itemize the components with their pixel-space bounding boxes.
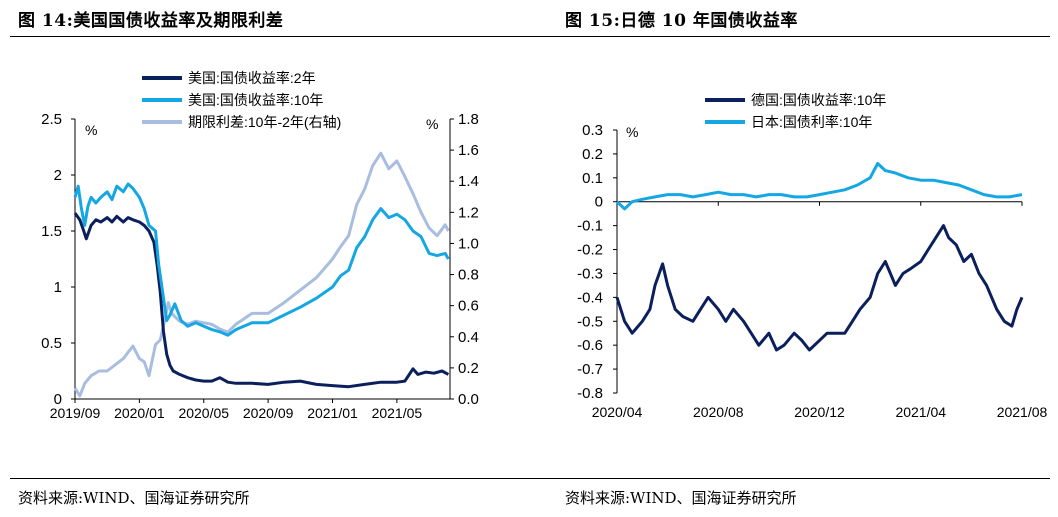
legend-label-1: 美国:国债收益率:2年	[188, 70, 316, 86]
y-tick-label: -0.1	[577, 218, 603, 235]
right-y-tick-label: 1.0	[458, 235, 479, 252]
x-tick-label: 2019/09	[50, 405, 101, 421]
left-y-tick-label: 0.5	[41, 335, 62, 352]
x-tick-label: 2021/08	[997, 404, 1048, 420]
series-line-1	[615, 224, 1024, 352]
unit-label: %	[626, 124, 638, 140]
right-y-tick-label: 1.4	[458, 173, 479, 190]
y-tick-label: -0.4	[577, 289, 603, 306]
left-y-tick-label: 1	[54, 279, 62, 296]
y-tick-label: 0	[595, 194, 603, 211]
y-tick-label: -0.8	[577, 385, 603, 402]
legend-label-2: 日本:国债利率:10年	[751, 114, 872, 130]
y-tick-label: -0.7	[577, 361, 603, 378]
us-yield-chart: 0 0.5 1 1.5 2 2.5 0.0 0.2 0.4 0.6 0.8 1.0 1.2 1.4 1.6 1…	[41, 70, 479, 421]
left-y-tick-label: 0	[54, 391, 62, 408]
right-y-tick-label: 0.8	[458, 267, 479, 284]
y-tick-label: -0.5	[577, 313, 603, 330]
right-chart-title: 图 15:日德 10 年国债收益率	[565, 11, 798, 31]
header-rule	[10, 36, 1050, 37]
right-y-tick-label: 0.4	[458, 329, 479, 346]
y-tick-label: -0.6	[577, 337, 603, 354]
footer-rule	[10, 478, 1050, 479]
left-y-tick-label: 2	[54, 167, 62, 184]
left-source-note: 资料来源:WIND、国海证券研究所	[18, 489, 250, 507]
x-tick-label: 2020/01	[114, 405, 165, 421]
series-line-2	[73, 182, 450, 337]
right-source-note: 资料来源:WIND、国海证券研究所	[565, 489, 797, 507]
legend-label-2: 美国:国债收益率:10年	[188, 92, 323, 108]
x-tick-label: 2020/09	[243, 405, 294, 421]
x-tick-label: 2020/12	[794, 404, 845, 420]
left-y-tick-label: 1.5	[41, 223, 62, 240]
left-axes: 0 0.5 1 1.5 2 2.5 0.0 0.2 0.4 0.6 0.8 1.0 1.2 1.4 1.6 1…	[41, 111, 479, 421]
y-tick-label: 0.3	[582, 122, 603, 139]
series-line-3	[73, 151, 450, 398]
series-line-2	[615, 162, 1023, 211]
jp-de-yield-chart: 0.3 0.2 0.1 0 -0.1 -0.2 -0.3 -0.4 -0.5 -0.6 -0.7 -0…	[577, 92, 1047, 420]
right-y-tick-label: 0.6	[458, 298, 479, 315]
right-unit-label: %	[426, 116, 438, 132]
legend-label-3: 期限利差:10年-2年(右轴)	[188, 114, 341, 130]
left-series	[73, 151, 450, 398]
x-tick-label: 2020/08	[693, 404, 744, 420]
right-y-tick-label: 0.0	[458, 391, 479, 408]
x-tick-label: 2021/05	[372, 405, 423, 421]
left-chart-title: 图 14:美国国债收益率及期限利差	[18, 11, 284, 31]
y-tick-label: -0.3	[577, 265, 603, 282]
x-tick-label: 2020/04	[592, 404, 643, 420]
series-line-1	[73, 212, 450, 389]
y-tick-label: 0.2	[582, 146, 603, 163]
y-tick-label: -0.2	[577, 242, 603, 259]
right-y-tick-label: 1.2	[458, 204, 479, 221]
right-series	[615, 162, 1024, 352]
right-y-tick-label: 1.6	[458, 142, 479, 159]
x-tick-label: 2021/04	[895, 404, 946, 420]
y-tick-label: 0.1	[582, 170, 603, 187]
right-y-tick-label: 1.8	[458, 111, 479, 128]
legend-label-1: 德国:国债收益率:10年	[751, 92, 886, 108]
left-y-tick-label: 2.5	[41, 111, 62, 128]
right-axes: 0.3 0.2 0.1 0 -0.1 -0.2 -0.3 -0.4 -0.5 -0.6 -0.7 -0…	[577, 122, 1047, 420]
x-tick-label: 2020/05	[178, 405, 229, 421]
right-y-tick-label: 0.2	[458, 360, 479, 377]
x-tick-label: 2021/01	[307, 405, 358, 421]
left-unit-label: %	[85, 122, 97, 138]
